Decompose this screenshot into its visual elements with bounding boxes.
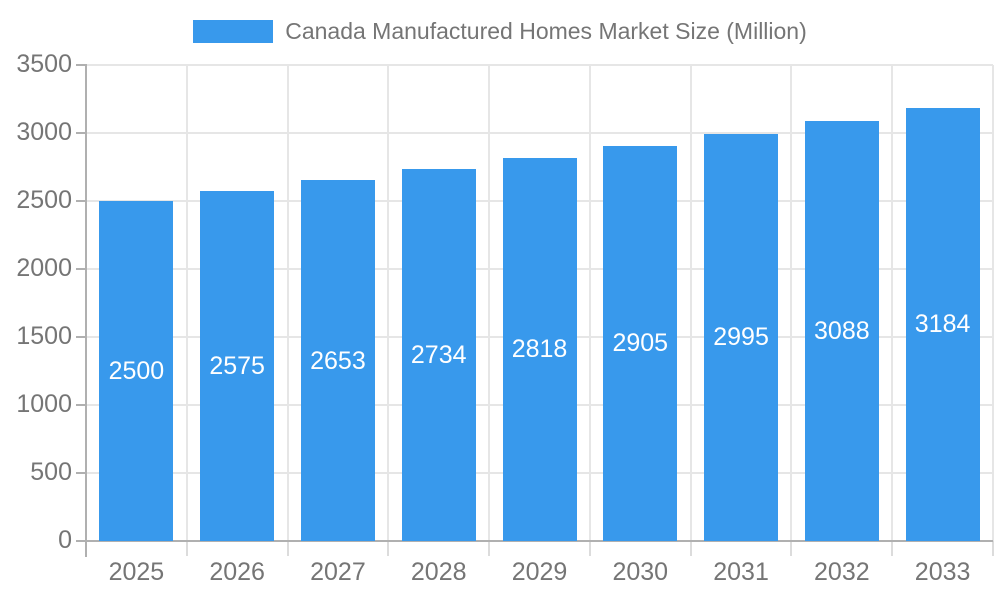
legend[interactable]: Canada Manufactured Homes Market Size (M… xyxy=(0,18,1000,45)
vertical-gridline xyxy=(992,65,994,541)
x-axis-tick xyxy=(992,541,994,556)
bar[interactable] xyxy=(401,169,476,541)
x-axis-tick-label: 2033 xyxy=(914,558,971,586)
y-axis-tick-label: 500 xyxy=(30,458,72,486)
x-axis-tick xyxy=(588,541,591,556)
y-axis-tick-label: 1000 xyxy=(16,390,72,418)
x-axis-tick-label: 2025 xyxy=(108,558,165,586)
x-axis-tick xyxy=(286,541,289,556)
x-axis-tick-label: 2028 xyxy=(410,558,467,586)
vertical-gridline xyxy=(286,65,289,541)
legend-swatch xyxy=(193,20,274,43)
horizontal-gridline xyxy=(86,64,993,66)
bar[interactable] xyxy=(200,190,275,541)
x-axis-tick xyxy=(185,541,188,556)
bar[interactable] xyxy=(603,145,678,541)
y-axis-tick xyxy=(76,336,86,338)
bar[interactable] xyxy=(300,180,375,541)
bar[interactable] xyxy=(804,121,879,541)
x-axis-tick-label: 2032 xyxy=(814,558,870,586)
bar[interactable] xyxy=(704,133,779,541)
bar-value-label: 2500 xyxy=(108,357,165,385)
x-axis-tick xyxy=(387,541,390,556)
bar-value-label: 2734 xyxy=(410,341,467,370)
x-axis-tick-label: 2030 xyxy=(612,558,669,586)
y-axis-tick-label: 2000 xyxy=(16,254,72,282)
bar-value-label: 2995 xyxy=(713,323,769,352)
vertical-gridline xyxy=(891,65,894,541)
y-axis-tick xyxy=(76,200,86,202)
vertical-gridline xyxy=(790,65,793,541)
bar-value-label: 2653 xyxy=(310,346,366,375)
x-axis-tick-label: 2031 xyxy=(713,558,769,586)
x-axis-tick xyxy=(790,541,793,556)
bar-value-label: 3184 xyxy=(914,310,971,339)
y-axis-tick-label: 3000 xyxy=(16,118,72,146)
bar[interactable] xyxy=(99,201,174,541)
y-axis-tick-label: 1500 xyxy=(16,322,72,350)
y-axis-tick xyxy=(76,472,86,474)
bar-value-label: 2818 xyxy=(511,335,568,364)
vertical-gridline xyxy=(185,65,188,541)
bar-value-label: 3088 xyxy=(814,317,870,346)
y-axis-tick xyxy=(76,268,86,270)
x-axis-tick-label: 2026 xyxy=(209,558,265,586)
bar-value-label: 2905 xyxy=(612,329,669,358)
bar[interactable] xyxy=(502,157,577,541)
legend-series-label: Canada Manufactured Homes Market Size (M… xyxy=(285,18,807,44)
x-axis-tick xyxy=(488,541,491,556)
vertical-gridline xyxy=(689,65,692,541)
y-axis-tick-label: 3500 xyxy=(16,50,72,78)
x-axis-tick xyxy=(891,541,894,556)
y-axis-tick xyxy=(76,64,86,66)
bar-value-label: 2575 xyxy=(209,351,265,380)
vertical-gridline xyxy=(588,65,591,541)
bar[interactable] xyxy=(905,107,980,541)
x-axis-tick-label: 2029 xyxy=(511,558,568,586)
y-axis-tick-label: 2500 xyxy=(16,186,72,214)
y-axis-line xyxy=(85,64,87,557)
vertical-gridline xyxy=(387,65,390,541)
y-axis-tick xyxy=(76,540,86,542)
y-axis-tick-label: 0 xyxy=(58,526,72,554)
y-axis-tick xyxy=(76,132,86,134)
vertical-gridline xyxy=(488,65,491,541)
y-axis-tick xyxy=(76,404,86,406)
x-axis-tick xyxy=(689,541,692,556)
x-axis-tick-label: 2027 xyxy=(310,558,366,586)
